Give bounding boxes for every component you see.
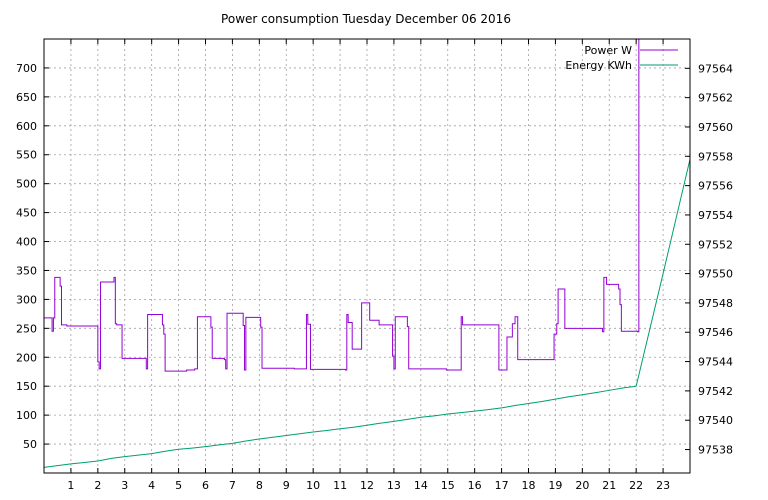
y2-tick-label: 97560 xyxy=(698,121,733,134)
y2-tick-label: 97556 xyxy=(698,180,733,193)
series-layer xyxy=(44,39,690,468)
y2-tick-label: 97542 xyxy=(698,385,733,398)
x-tick-label: 7 xyxy=(229,479,236,492)
y-tick-label: 200 xyxy=(16,351,37,364)
y-tick-label: 350 xyxy=(16,264,37,277)
y-tick-label: 450 xyxy=(16,207,37,220)
x-tick-label: 8 xyxy=(256,479,263,492)
y-tick-label: 250 xyxy=(16,322,37,335)
x-tick-label: 20 xyxy=(575,479,589,492)
x-tick-label: 22 xyxy=(629,479,643,492)
x-tick-label: 16 xyxy=(468,479,482,492)
axis-ticks: 1 2 3 4 5 6 7 8 9 10 11 12 13 14 15 16 17 18 19 20 21 22 23501… xyxy=(16,39,733,492)
y-tick-label: 650 xyxy=(16,91,37,104)
y2-tick-label: 97554 xyxy=(698,209,733,222)
x-tick-label: 10 xyxy=(306,479,320,492)
y-tick-label: 100 xyxy=(16,409,37,422)
y2-tick-label: 97562 xyxy=(698,92,733,105)
y2-tick-label: 97546 xyxy=(698,326,733,339)
x-tick-label: 6 xyxy=(202,479,209,492)
y-tick-label: 600 xyxy=(16,120,37,133)
series-line-power xyxy=(44,39,640,372)
legend: Power W Energy KWh xyxy=(565,44,678,72)
y2-tick-label: 97538 xyxy=(698,444,733,457)
grid-lines xyxy=(44,39,690,473)
chart-title: Power consumption Tuesday December 06 20… xyxy=(221,12,511,26)
y-tick-label: 300 xyxy=(16,293,37,306)
x-tick-label: 3 xyxy=(121,479,128,492)
y2-tick-label: 97558 xyxy=(698,150,733,163)
y-tick-label: 700 xyxy=(16,62,37,75)
x-tick-label: 2 xyxy=(94,479,101,492)
y2-tick-label: 97552 xyxy=(698,238,733,251)
x-tick-label: 23 xyxy=(656,479,670,492)
x-tick-label: 21 xyxy=(602,479,616,492)
y2-tick-label: 97544 xyxy=(698,356,733,369)
x-tick-label: 4 xyxy=(148,479,155,492)
y2-tick-label: 97564 xyxy=(698,62,733,75)
y-tick-label: 500 xyxy=(16,178,37,191)
x-tick-label: 9 xyxy=(283,479,290,492)
legend-label-energy: Energy KWh xyxy=(565,59,632,72)
x-tick-label: 17 xyxy=(495,479,509,492)
y2-tick-label: 97550 xyxy=(698,268,733,281)
x-tick-label: 15 xyxy=(441,479,455,492)
legend-label-power: Power W xyxy=(584,44,632,57)
series-line-energy xyxy=(44,159,690,468)
x-tick-label: 12 xyxy=(360,479,374,492)
x-tick-label: 19 xyxy=(548,479,562,492)
y-tick-label: 150 xyxy=(16,380,37,393)
y-tick-label: 550 xyxy=(16,149,37,162)
x-tick-label: 14 xyxy=(414,479,428,492)
x-tick-label: 11 xyxy=(333,479,347,492)
x-tick-label: 1 xyxy=(67,479,74,492)
y2-tick-label: 97540 xyxy=(698,414,733,427)
x-tick-label: 18 xyxy=(522,479,536,492)
x-tick-label: 13 xyxy=(387,479,401,492)
y2-tick-label: 97548 xyxy=(698,297,733,310)
y-tick-label: 50 xyxy=(23,438,37,451)
y-tick-label: 400 xyxy=(16,236,37,249)
x-tick-label: 5 xyxy=(175,479,182,492)
